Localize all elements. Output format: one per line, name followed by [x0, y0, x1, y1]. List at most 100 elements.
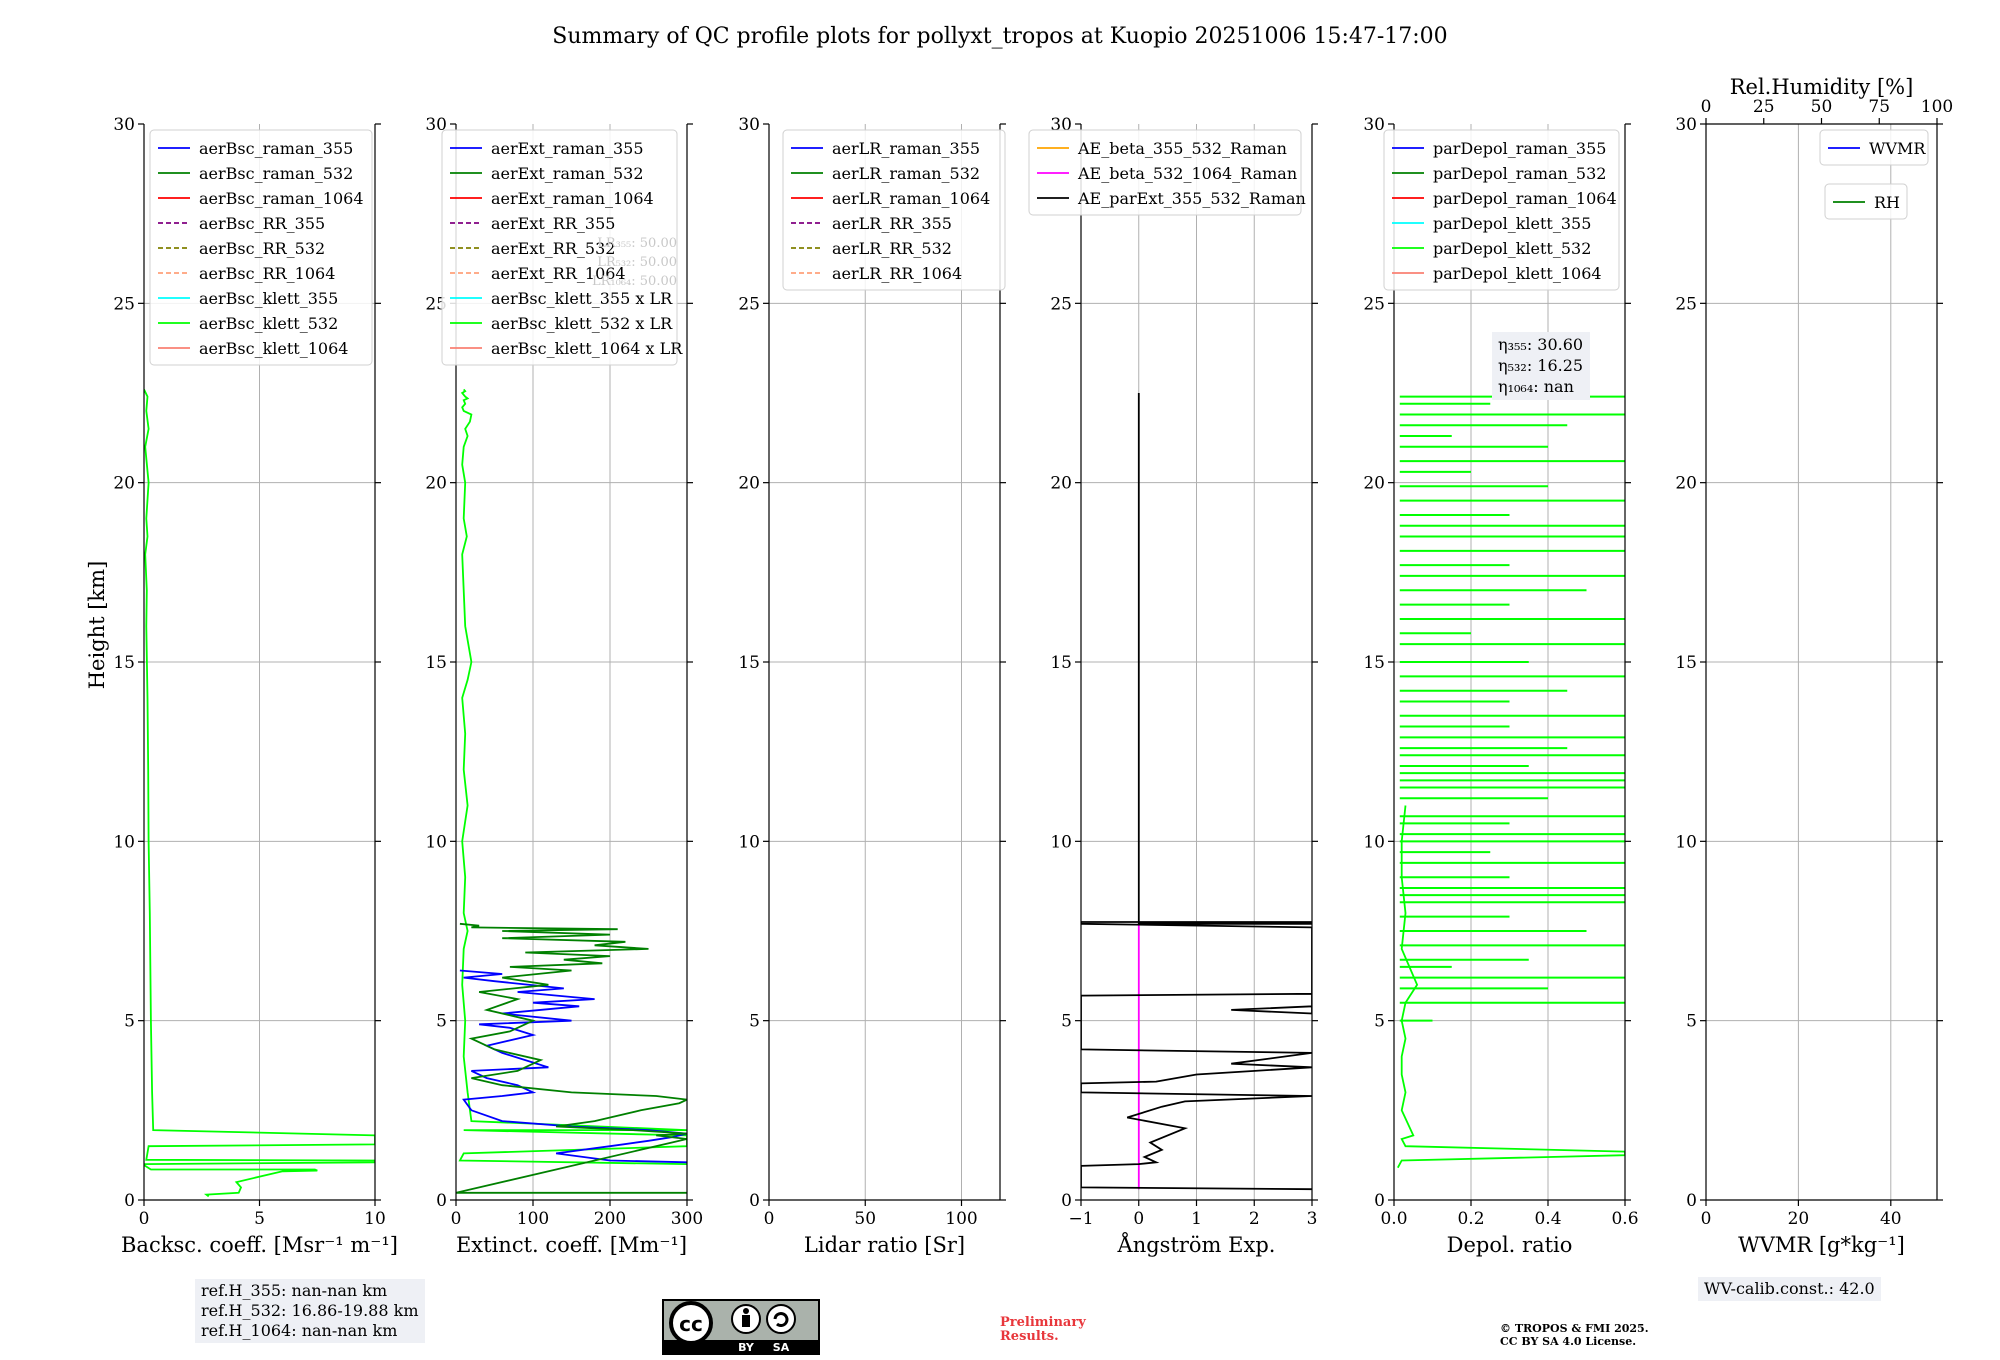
top-axis-label: Rel.Humidity [%]	[1730, 75, 1914, 99]
series-group	[1397, 395, 1625, 1169]
x-tick-label: 200	[594, 1209, 626, 1229]
panel-bsc: 0 5 10 15 20 25 30 0 5 10 Backsc. coeff. [Msr⁻¹ m⁻…	[113, 115, 398, 1257]
y-tick-label: 0	[1374, 1191, 1385, 1211]
series-parDepol_klett_532	[1397, 805, 1625, 1169]
y-tick-label: 20	[1363, 474, 1385, 494]
lr-annotation: LR₃₅₅: 50.00	[597, 236, 677, 251]
legend-label: aerExt_RR_532	[491, 239, 615, 258]
x-tick-label: 5	[254, 1209, 265, 1229]
series-group	[1081, 393, 1312, 1191]
y-tick-label: 15	[738, 653, 760, 673]
y-tick-label: 25	[113, 294, 135, 314]
x-tick-label: 50	[854, 1209, 876, 1229]
legend-frame	[1824, 183, 1908, 220]
eta-box	[1492, 332, 1590, 400]
legend-label: aerBsc_klett_532	[199, 314, 338, 333]
y-tick-label: 20	[425, 474, 447, 494]
legend-frame	[782, 129, 1006, 291]
legend-label: aerBsc_klett_355 x LR	[491, 289, 673, 308]
legend-lr: aerLR_raman_355 aerLR_raman_532 aerLR_rama…	[782, 129, 1006, 291]
x-tick-label: 100	[945, 1209, 977, 1229]
legend-label: aerBsc_raman_532	[199, 164, 353, 183]
ref-height-1064: ref.H_1064: nan-nan km	[201, 1321, 398, 1340]
x-axis-label: Lidar ratio [Sr]	[804, 1233, 965, 1257]
legend-label: aerLR_raman_355	[832, 139, 980, 158]
y-tick-label: 0	[1061, 1191, 1072, 1211]
legend-label: aerBsc_RR_532	[199, 239, 325, 258]
x-tick-label: 20	[1788, 1209, 1810, 1229]
preliminary-note: Preliminary Results.	[1000, 1316, 1086, 1344]
share-alike-icon	[766, 1304, 796, 1334]
y-tick-label: 5	[124, 1012, 135, 1032]
legend2-wv: RH	[1824, 183, 1908, 220]
legend-label: aerBsc_RR_1064	[199, 264, 335, 283]
y-tick-label: 20	[738, 474, 760, 494]
y-tick-label: 5	[749, 1012, 760, 1032]
y-tick-label: 30	[425, 115, 447, 135]
lr-annotation: LR₅₃₂: 50.00	[597, 255, 677, 270]
x-tick-label: 0	[764, 1209, 775, 1229]
legend-label: aerBsc_klett_1064 x LR	[491, 339, 683, 358]
y-tick-label: 10	[1363, 832, 1385, 852]
x-axis-label: Backsc. coeff. [Msr⁻¹ m⁻¹]	[121, 1233, 398, 1257]
legend-label: aerLR_RR_1064	[832, 264, 962, 283]
lr-annotation: LR₁₀₆₄: 50.00	[592, 274, 677, 289]
y-tick-label: 10	[1675, 832, 1697, 852]
y-axis-label: Height [km]	[85, 561, 109, 690]
series-group	[144, 389, 375, 1198]
x-tick-label: 0.2	[1457, 1209, 1484, 1229]
wv-calibration-constant: WV-calib.const.: 42.0	[1704, 1279, 1875, 1298]
ref-height-532: ref.H_532: 16.86-19.88 km	[201, 1301, 419, 1320]
x-axis-label: WVMR [g*kg⁻¹]	[1738, 1233, 1905, 1257]
legend-label: aerBsc_klett_532 x LR	[491, 314, 673, 333]
legend-label: AE_beta_532_1064_Raman	[1077, 164, 1297, 183]
x-axis-label: Ångström Exp.	[1117, 1232, 1276, 1257]
y-tick-label: 0	[436, 1191, 447, 1211]
legend-label: aerLR_RR_532	[832, 239, 952, 258]
y-tick-label: 15	[1050, 653, 1072, 673]
x-tick-label: 0	[451, 1209, 462, 1229]
x-tick-label: 10	[364, 1209, 386, 1229]
panel-depol: 0 5 10 15 20 25 30 0.0 0.2 0.4 0.6 Depol. ratio parD…	[1363, 115, 1638, 1257]
top-x-tick-label: 100	[1921, 97, 1953, 117]
legend-label: parDepol_raman_1064	[1433, 189, 1617, 208]
legend-label: aerExt_raman_355	[491, 139, 644, 158]
y-tick-label: 25	[738, 294, 760, 314]
x-tick-label: 0.6	[1611, 1209, 1638, 1229]
legend-label: parDepol_klett_532	[1433, 239, 1591, 258]
x-tick-label: 40	[1880, 1209, 1902, 1229]
reference-height-box: ref.H_355: nan-nan km ref.H_532: 16.86-1…	[195, 1279, 425, 1343]
y-tick-label: 30	[738, 115, 760, 135]
legend-label: aerBsc_RR_355	[199, 214, 325, 233]
y-tick-label: 5	[1686, 1012, 1697, 1032]
legend-frame	[441, 129, 678, 366]
x-tick-label: −1	[1068, 1209, 1093, 1229]
series-AE_parExt_355_532_Raman	[1081, 393, 1312, 1191]
series-aerBsc_klett_532	[144, 389, 375, 1198]
copyright-line-2: CC BY SA 4.0 License.	[1500, 1335, 1637, 1348]
legend-label: parDepol_raman_532	[1433, 164, 1606, 183]
legend-label: aerExt_RR_1064	[491, 264, 626, 283]
y-tick-label: 10	[425, 832, 447, 852]
y-tick-label: 20	[113, 474, 135, 494]
copyright-line-1: © TROPOS & FMI 2025.	[1500, 1322, 1649, 1335]
cc-license-badge: cc BY SA	[662, 1299, 820, 1355]
x-tick-label: 0.0	[1380, 1209, 1407, 1229]
y-tick-label: 25	[1363, 294, 1385, 314]
legend-label: aerBsc_klett_355	[199, 289, 338, 308]
legend-ae: AE_beta_355_532_Raman AE_beta_532_1064_Ra…	[1028, 129, 1306, 216]
y-tick-label: 25	[1675, 294, 1697, 314]
y-tick-label: 30	[1675, 115, 1697, 135]
legend-label: parDepol_klett_355	[1433, 214, 1591, 233]
top-x-tick-label: 75	[1868, 97, 1890, 117]
y-tick-label: 10	[738, 832, 760, 852]
y-tick-label: 20	[1050, 474, 1072, 494]
top-x-tick-label: 50	[1811, 97, 1833, 117]
x-tick-label: 0	[1701, 1209, 1712, 1229]
y-tick-label: 15	[113, 653, 135, 673]
x-tick-label: 0	[1133, 1209, 1144, 1229]
y-tick-label: 25	[1050, 294, 1072, 314]
